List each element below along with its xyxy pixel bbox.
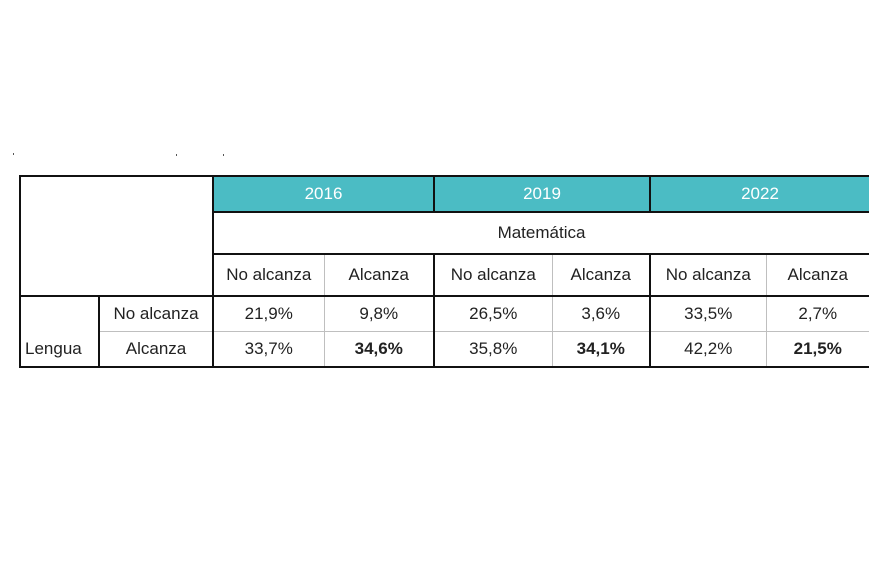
table-cell: 26,5% [434, 296, 553, 332]
year-header: 2016 [213, 175, 435, 213]
year-header: 2019 [434, 175, 651, 213]
column-level-header: No alcanza [434, 254, 553, 297]
results-table: 2016 2019 2022 Matemática No alcanza Alc… [19, 175, 869, 368]
column-level-header: No alcanza [213, 254, 325, 297]
table-cell-highlight: 21,5% [766, 331, 869, 368]
table-cell: 3,6% [552, 296, 651, 332]
row-subject-text: Lengua [25, 338, 82, 358]
table-cell-highlight: 34,6% [324, 331, 435, 368]
table-cell: 9,8% [324, 296, 435, 332]
column-level-header: Alcanza [552, 254, 651, 297]
table-cell: 21,9% [213, 296, 325, 332]
row-level-label: No alcanza [99, 296, 214, 332]
year-header: 2022 [650, 175, 869, 213]
table-cell: 33,5% [650, 296, 767, 332]
table-corner [19, 175, 214, 297]
row-subject-label: Lengua [19, 296, 100, 368]
column-level-header: No alcanza [650, 254, 767, 297]
column-subject-header: Matemática [213, 212, 869, 255]
column-level-header: Alcanza [766, 254, 869, 297]
table-cell: 35,8% [434, 331, 553, 368]
scan-speck [13, 153, 14, 155]
table-cell: 42,2% [650, 331, 767, 368]
row-level-label: Alcanza [99, 331, 214, 368]
column-level-header: Alcanza [324, 254, 435, 297]
table-cell: 33,7% [213, 331, 325, 368]
table-cell: 2,7% [766, 296, 869, 332]
scan-speck [176, 154, 177, 156]
scan-speck [223, 154, 224, 156]
table-cell-highlight: 34,1% [552, 331, 651, 368]
